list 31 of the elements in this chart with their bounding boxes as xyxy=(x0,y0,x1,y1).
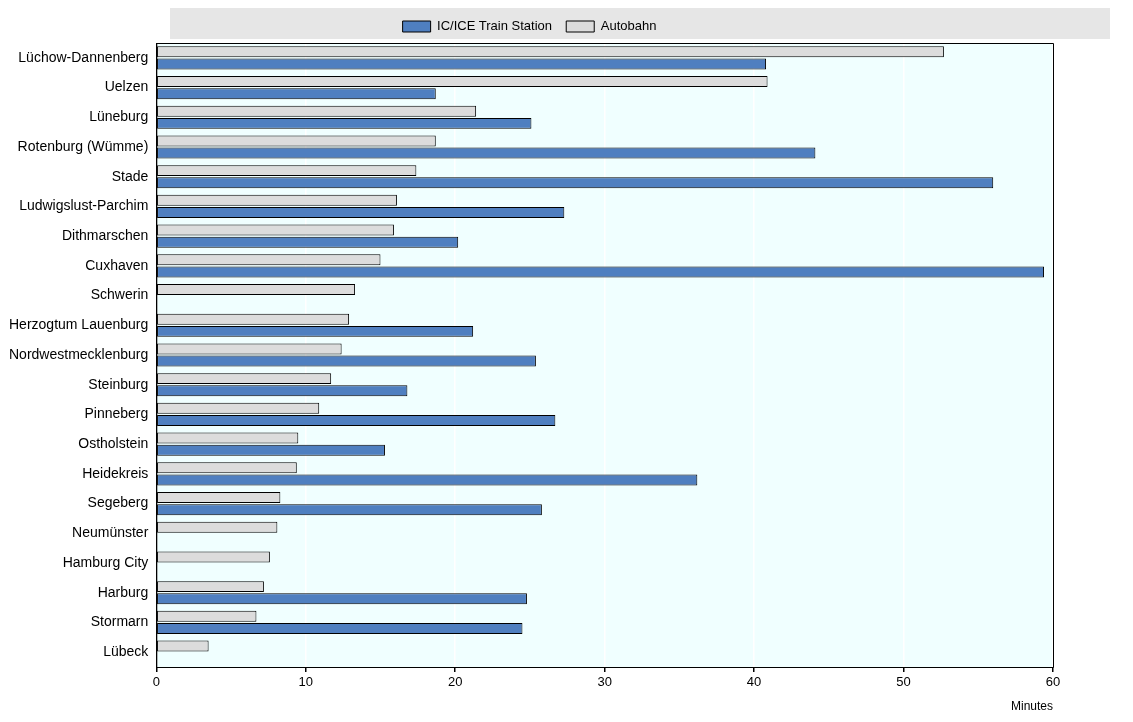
y-tick-label: Ostholstein xyxy=(78,435,149,451)
y-tick-label: Lüchow-Dannenberg xyxy=(18,48,149,65)
y-tick-label: Hamburg City xyxy=(62,553,149,570)
y-tick-label: Heidekreis xyxy=(82,464,149,481)
y-tick-label: Rotenburg (Wümme) xyxy=(17,137,149,154)
y-tick-label: Schwerin xyxy=(90,286,149,303)
y-tick-label: Uelzen xyxy=(104,78,149,95)
x-tick-label: 40 xyxy=(746,674,762,690)
x-axis-title: Minutes xyxy=(1010,699,1053,714)
legend-label: Autobahn xyxy=(600,18,657,34)
y-tick-label: Harburg xyxy=(97,583,149,600)
x-tick-label: 10 xyxy=(298,674,313,690)
x-tick-label: 0 xyxy=(152,674,160,690)
x-tick-label: 30 xyxy=(597,674,612,690)
y-tick-label: Nordwestmecklenburg xyxy=(9,345,149,362)
y-tick-label: Herzogtum Lauenburg xyxy=(9,316,149,333)
y-tick-label: Segeberg xyxy=(87,494,149,511)
y-tick-label: Lübeck xyxy=(103,643,150,659)
y-tick-label: Ludwigslust-Parchim xyxy=(19,197,149,214)
y-tick-label: Steinburg xyxy=(88,375,149,392)
y-tick-label: Cuxhaven xyxy=(85,256,149,273)
x-tick-label: 50 xyxy=(896,674,911,690)
y-tick-label: Lüneburg xyxy=(89,108,149,125)
y-tick-label: Pinneberg xyxy=(84,405,149,422)
x-tick-label: 60 xyxy=(1045,674,1061,690)
y-tick-label: Stormarn xyxy=(90,613,149,630)
x-tick-label: 20 xyxy=(447,674,463,690)
y-tick-label: Dithmarschen xyxy=(61,227,149,243)
y-tick-label: Neumünster xyxy=(72,524,149,541)
y-tick-label: Stade xyxy=(111,167,149,184)
legend-label: IC/ICE Train Station xyxy=(437,18,552,34)
